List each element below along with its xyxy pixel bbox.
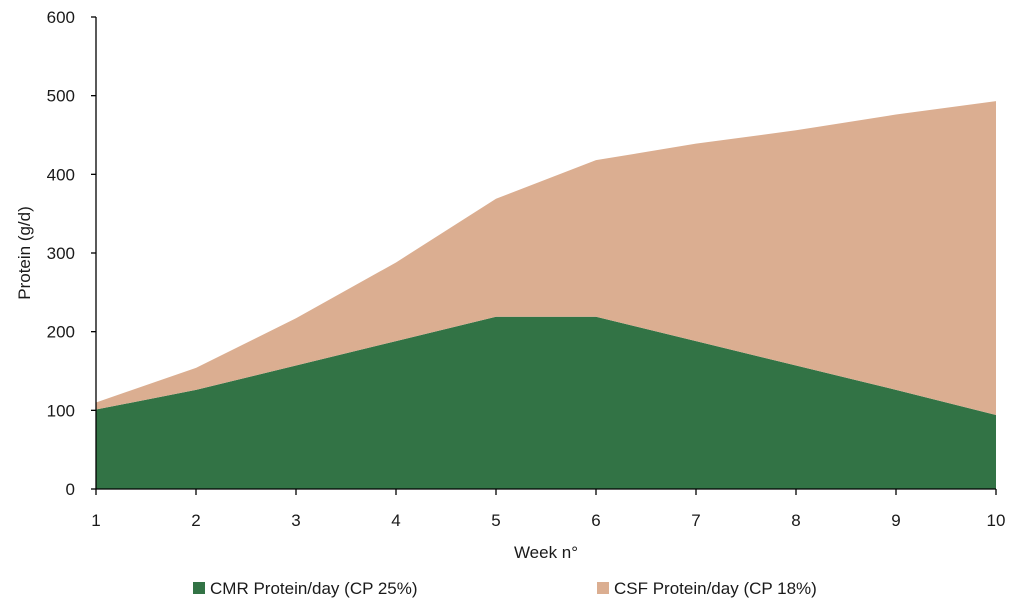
area-series-2: [96, 101, 996, 416]
x-axis-ticks: 1 2 3 4 5 6 7 8 9 10: [91, 489, 1005, 530]
x-tick-label: 1: [91, 511, 100, 530]
legend-label: CSF Protein/day (CP 18%): [614, 579, 817, 598]
y-tick-label: 300: [47, 244, 75, 263]
x-tick-label: 3: [291, 511, 300, 530]
legend-swatch: [597, 582, 609, 594]
x-tick-label: 6: [591, 511, 600, 530]
x-tick-label: 4: [391, 511, 400, 530]
y-tick-label: 100: [47, 401, 75, 420]
x-tick-label: 8: [791, 511, 800, 530]
y-tick-label: 600: [47, 8, 75, 27]
legend-label: CMR Protein/day (CP 25%): [210, 579, 418, 598]
x-tick-label: 7: [691, 511, 700, 530]
legend: CMR Protein/day (CP 25%) CSF Protein/day …: [193, 579, 817, 598]
area-series-1: [96, 316, 996, 489]
y-tick-label: 400: [47, 165, 75, 184]
plot-areas: [96, 101, 996, 489]
x-tick-label: 10: [987, 511, 1006, 530]
x-tick-label: 9: [891, 511, 900, 530]
y-tick-label: 0: [66, 480, 75, 499]
x-tick-label: 5: [491, 511, 500, 530]
x-axis-title: Week n°: [514, 543, 578, 562]
y-axis-title: Protein (g/d): [15, 206, 34, 300]
y-tick-label: 200: [47, 323, 75, 342]
x-tick-label: 2: [191, 511, 200, 530]
y-tick-label: 500: [47, 87, 75, 106]
y-axis-ticks: 0 100 200 300 400 500 600: [47, 8, 96, 499]
legend-swatch: [193, 582, 205, 594]
